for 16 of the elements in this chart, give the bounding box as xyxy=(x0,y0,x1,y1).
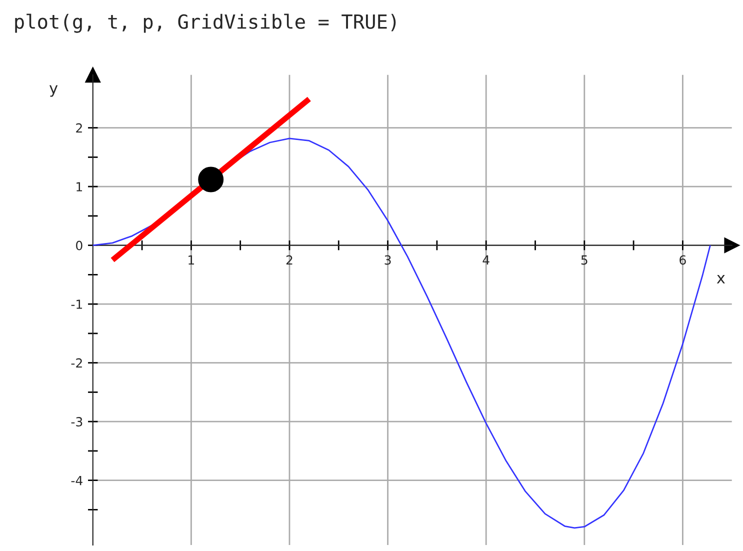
x-tick-label: 1 xyxy=(188,255,194,265)
chart-title: plot(g, t, p, GridVisible = TRUE) xyxy=(15,14,396,33)
x-tick-label: 6 xyxy=(680,255,686,265)
x-tick-label: 3 xyxy=(384,255,391,265)
y-tick-label: -1 xyxy=(71,300,82,309)
y-tick-label: -2 xyxy=(71,358,82,368)
y-tick-label: -4 xyxy=(71,476,82,486)
y-tick-label: 2 xyxy=(76,123,82,133)
y-axis-title: y xyxy=(49,85,58,97)
y-tick-label: -3 xyxy=(71,417,82,426)
x-tick-label: 2 xyxy=(286,255,292,265)
y-tick-label: 1 xyxy=(76,182,82,192)
y-tick-label: 0 xyxy=(76,240,82,250)
x-axis-title: x xyxy=(716,275,725,284)
x-tick-label: 4 xyxy=(482,255,490,265)
x-tick-label: 5 xyxy=(581,255,588,265)
